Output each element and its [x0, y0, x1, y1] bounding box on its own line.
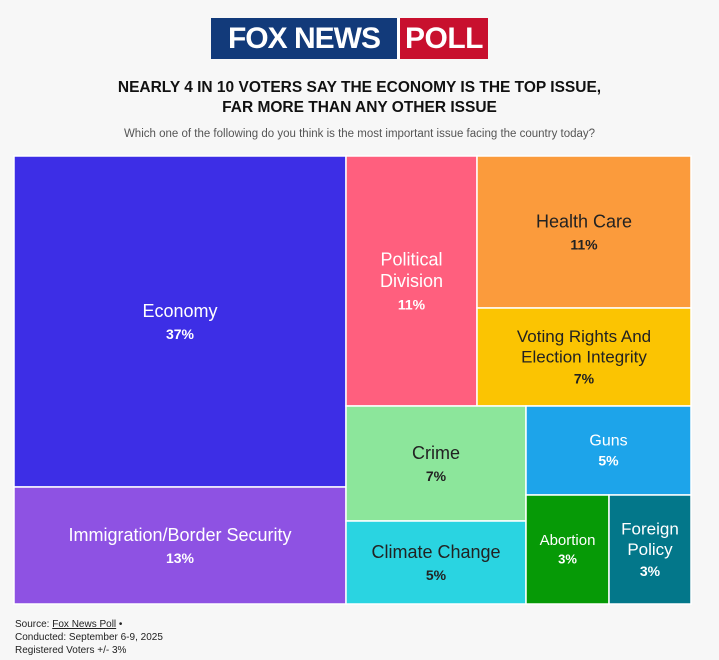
- treemap-value-foreign-policy: 3%: [640, 563, 661, 579]
- treemap-label-foreign-policy: Policy: [627, 540, 673, 559]
- source-line: Source: Fox News Poll •: [15, 618, 163, 631]
- poll-question: Which one of the following do you think …: [123, 128, 596, 140]
- treemap-label-abortion: Abortion: [540, 532, 596, 549]
- treemap-label-climate-change: Climate Change: [371, 542, 500, 562]
- footer: Source: Fox News Poll • Conducted: Septe…: [15, 618, 163, 657]
- logo-fox-news: FOX NEWS: [211, 18, 397, 59]
- margin-of-error: Registered Voters +/- 3%: [15, 645, 127, 656]
- treemap-rect-guns: [525, 405, 692, 496]
- treemap-value-health-care: 11%: [570, 237, 598, 253]
- treemap-rect-climate-change: [345, 520, 527, 605]
- treemap-value-voting-rights: 7%: [574, 370, 595, 386]
- treemap-value-abortion: 3%: [558, 551, 577, 566]
- treemap-label-voting-rights: Voting Rights And: [517, 327, 651, 346]
- treemap-cell-economy: Economy 37%: [13, 155, 347, 488]
- treemap-label-guns: Guns: [589, 432, 627, 449]
- treemap-rect-crime: [345, 405, 527, 522]
- treemap-label-economy: Economy: [142, 301, 217, 321]
- treemap-value-political-division: 11%: [398, 297, 426, 313]
- treemap-value-economy: 37%: [166, 326, 195, 342]
- treemap-label-political-division: Political: [380, 250, 442, 270]
- treemap-rect-health-care: [476, 155, 692, 309]
- treemap-rect-voting-rights: [476, 307, 692, 407]
- headline-line-2: FAR MORE THAN ANY OTHER ISSUE: [222, 99, 497, 116]
- treemap-label-immigration: Immigration/Border Security: [68, 525, 291, 545]
- treemap-cell-health-care: Health Care 11%: [476, 155, 692, 309]
- treemap-cell-foreign-policy: Foreign Policy 3%: [608, 494, 692, 605]
- treemap-label-political-division: Division: [380, 271, 443, 291]
- fox-news-poll-logo: FOX NEWS POLL: [211, 18, 488, 59]
- headline-line-1: NEARLY 4 IN 10 VOTERS SAY THE ECONOMY IS…: [117, 79, 602, 96]
- treemap-label-health-care: Health Care: [536, 211, 632, 231]
- logo-poll: POLL: [397, 18, 488, 59]
- treemap-value-guns: 5%: [598, 452, 619, 468]
- treemap-value-immigration: 13%: [166, 550, 195, 566]
- treemap-cell-abortion: Abortion 3%: [525, 494, 610, 605]
- treemap-label-foreign-policy: Foreign: [621, 519, 679, 538]
- treemap-rect-abortion: [525, 494, 610, 605]
- treemap-cell-immigration: Immigration/Border Security 13%: [13, 486, 347, 605]
- treemap-label-crime: Crime: [412, 443, 460, 463]
- treemap-cell-crime: Crime 7%: [345, 405, 527, 522]
- treemap-rect-foreign-policy: [608, 494, 692, 605]
- treemap-label-voting-rights: Election Integrity: [521, 347, 647, 366]
- conducted-dates: Conducted: September 6-9, 2025: [15, 632, 163, 643]
- treemap-cell-climate-change: Climate Change 5%: [345, 520, 527, 605]
- treemap-rect-political-division: [345, 155, 478, 407]
- source-suffix: •: [116, 619, 123, 630]
- source-label: Source:: [15, 619, 53, 630]
- treemap-rect-economy: [13, 155, 347, 488]
- treemap-value-climate-change: 5%: [426, 567, 447, 583]
- headline: NEARLY 4 IN 10 VOTERS SAY THE ECONOMY IS…: [0, 78, 719, 118]
- treemap-value-crime: 7%: [426, 468, 447, 484]
- treemap-rect-immigration: [13, 486, 347, 605]
- source-link[interactable]: Fox News Poll: [52, 619, 117, 630]
- treemap-cell-guns: Guns 5%: [525, 405, 692, 496]
